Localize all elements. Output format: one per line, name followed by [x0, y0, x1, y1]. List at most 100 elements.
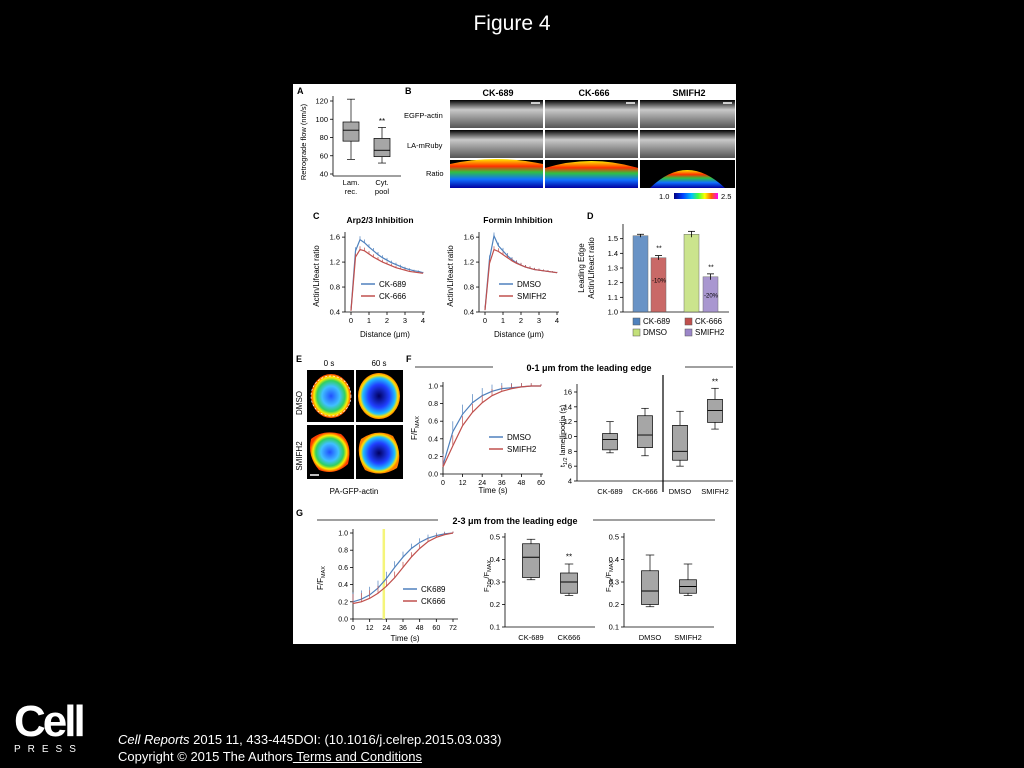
panel-f-box-ytick-label-1: 6 [568, 462, 572, 471]
panel-g-box2-ytick-label-2: 0.3 [609, 578, 619, 587]
panel-f-line-xtick-label-4: 48 [518, 480, 526, 487]
panel-g-box1-ylabel: F20s/FMAX [482, 560, 493, 592]
cell-dmso-60s [358, 373, 400, 419]
panel-c-right-ylabel: Actin/Lifeact ratio [446, 245, 455, 307]
panel-g-ylabel-sub: MAX [321, 566, 327, 578]
panel-c-right-ytick-label-1: 0.8 [464, 283, 474, 292]
panel-e-row-dmso: DMSO [295, 391, 304, 415]
panel-g-box1-ylabel-sub2: MAX [487, 560, 493, 572]
panel-label-a: A [297, 86, 304, 96]
terms-link[interactable]: Terms and Conditions [292, 749, 422, 764]
cell-dmso-0s [311, 374, 351, 418]
panel-f-box-box-0 [602, 433, 618, 451]
colorbar-min-label: 1.0 [659, 192, 669, 201]
tile-la-ck666 [545, 130, 638, 158]
panel-f-line-ytick-label-4: 0.8 [428, 401, 438, 408]
tile-ratio-ck666 [545, 161, 638, 188]
panel-b-row-2: LA-mRuby [407, 141, 443, 150]
panel-f-charts: 0-1 μm from the leading edge F/FMAX Time… [410, 363, 733, 495]
panel-g-time-highlight [382, 529, 386, 619]
panel-f-line-ytick-label-3: 0.6 [428, 419, 438, 426]
cell-smifh2-0s [310, 432, 350, 472]
panel-d-bar-0 [632, 235, 649, 313]
cell-smifh2-60s [358, 432, 400, 474]
panel-g-box2-ylabel-sub2: MAX [609, 560, 615, 572]
panel-g-box1-ytick-label-1: 0.2 [490, 600, 500, 609]
panel-g-line-ytick-label-0: 0.0 [338, 617, 348, 624]
panel-d-sig-1: ** [656, 245, 662, 252]
panel-g-line-legend-label-1: CK666 [421, 597, 446, 606]
panel-g-box2-ytick-label-1: 0.2 [609, 600, 619, 609]
panel-c-left-xtick-label-4: 4 [421, 316, 425, 325]
panel-f-line-ytick-label-0: 0.0 [428, 472, 438, 479]
slide-title: Figure 4 [473, 12, 551, 35]
panel-c-right-ytick-label-3: 1.6 [464, 233, 474, 242]
panel-g-box1-significance: ** [566, 553, 572, 562]
panel-label-d: D [587, 211, 594, 221]
panel-c-left-xtick-label-0: 0 [349, 316, 353, 325]
panel-c-right-ytick-label-0: 0.4 [464, 308, 474, 317]
panel-f-line-xtick-label-1: 12 [459, 480, 467, 487]
panel-f-box-ytick-label-5: 14 [564, 402, 572, 411]
colorbar-max-label: 2.5 [721, 192, 731, 201]
panel-g-line-ytick-label-1: 0.2 [338, 599, 348, 606]
panel-f-box-ylabel-main: t [558, 464, 567, 467]
panel-g-title: 2-3 μm from the leading edge [452, 516, 577, 526]
panel-label-f: F [406, 354, 412, 364]
panel-g-box2-box-0 [641, 570, 659, 605]
panel-g-box2-ylabel-mid: /F [604, 571, 613, 578]
panel-b-col-2: CK-666 [578, 88, 609, 98]
citation-line: Cell Reports 2015 11, 433-445DOI: (10.10… [118, 731, 502, 748]
panel-f-title: 0-1 μm from the leading edge [526, 363, 651, 373]
panel-f-line-ytick-label-1: 0.2 [428, 454, 438, 461]
panel-a-boxplot: Retrograde flow (nm/s) Lam. rec. Cyt. po… [299, 103, 389, 196]
panel-f-line-legend-label-1: SMIFH2 [507, 445, 537, 454]
panel-f-box-cat-2: DMSO [669, 487, 692, 496]
panel-g-box1-ylabel-sub: 20s [487, 578, 493, 587]
panel-b-images: CK-689 CK-666 SMIFH2 EGFP-actin LA-mRuby… [404, 88, 735, 201]
panel-g-line-xtick-label-5: 60 [432, 625, 440, 632]
panel-d-bar-2 [683, 234, 700, 313]
panel-g-box1-ylabel-main: F [482, 587, 491, 592]
panel-b-tiles [450, 100, 735, 188]
panel-c-right-legend-label-1: SMIFH2 [517, 292, 547, 301]
panel-c-left-series-1 [350, 248, 424, 311]
panel-c-left-ylabel: Actin/Lifeact ratio [312, 245, 321, 307]
panel-f-box-ylabel-rest: lamellipodia (s) [558, 404, 567, 457]
panel-g-ylabel-main: F/F [316, 578, 325, 590]
panel-f-line-legend-label-0: DMSO [507, 433, 531, 442]
panel-d-legend-swatch-0 [632, 317, 641, 326]
panel-d-ytick-label-5: 1.5 [608, 234, 618, 243]
panel-a-xlabel-2-line2: pool [375, 187, 390, 196]
panel-c-line-charts: Arp2/3 Inhibition Formin Inhibition Acti… [312, 215, 553, 339]
panel-d-ytick-label-1: 1.1 [608, 293, 618, 302]
figure-panel: A B C D E F G Retrograde flow (nm/s) Lam… [293, 84, 736, 644]
panel-g-box1-cat-0: CK-689 [518, 633, 543, 642]
panel-d-sig-2: ** [708, 264, 714, 271]
panel-c-right-xtick-label-0: 0 [483, 316, 487, 325]
panel-g-box1-ytick-label-3: 0.4 [490, 555, 500, 564]
panel-a-xlabel-1-line2: rec. [345, 187, 358, 196]
panel-e-caption: PA-GFP-actin [330, 487, 379, 496]
panel-e-time-0: 0 s [324, 359, 335, 368]
panel-g-box1-ytick-label-0: 0.1 [490, 623, 500, 632]
panel-c-left-legend-label-1: CK-666 [379, 292, 407, 301]
tile-egfp-ck666 [545, 100, 638, 128]
panel-f-box-ytick-label-4: 12 [564, 417, 572, 426]
panel-c-left-ytick-label-1: 0.8 [330, 283, 340, 292]
panel-g-box2-ytick-label-3: 0.4 [609, 555, 619, 564]
panel-g-line-ytick-label-5: 1.0 [338, 531, 348, 538]
panel-b-col-3: SMIFH2 [672, 88, 705, 98]
panel-c-right-ytick-label-2: 1.2 [464, 258, 474, 267]
panel-f-box-box-2 [672, 425, 688, 461]
panel-g-line-xtick-label-1: 12 [366, 625, 374, 632]
panel-c-left-xtick-label-2: 2 [385, 316, 389, 325]
panel-g-box2-ylabel-sub: 20s [609, 578, 615, 587]
panel-g-box1-box-1 [560, 572, 578, 594]
panel-f-box-ylabel: t1/2 lamellipodia (s) [558, 404, 569, 467]
panel-c-right-xtick-label-4: 4 [555, 316, 559, 325]
panel-d-ytick-label-4: 1.4 [608, 249, 618, 258]
panel-f-ylabel-sub: MAX [415, 416, 421, 428]
panel-f-box-ylabel-sub: 1/2 [563, 457, 569, 465]
